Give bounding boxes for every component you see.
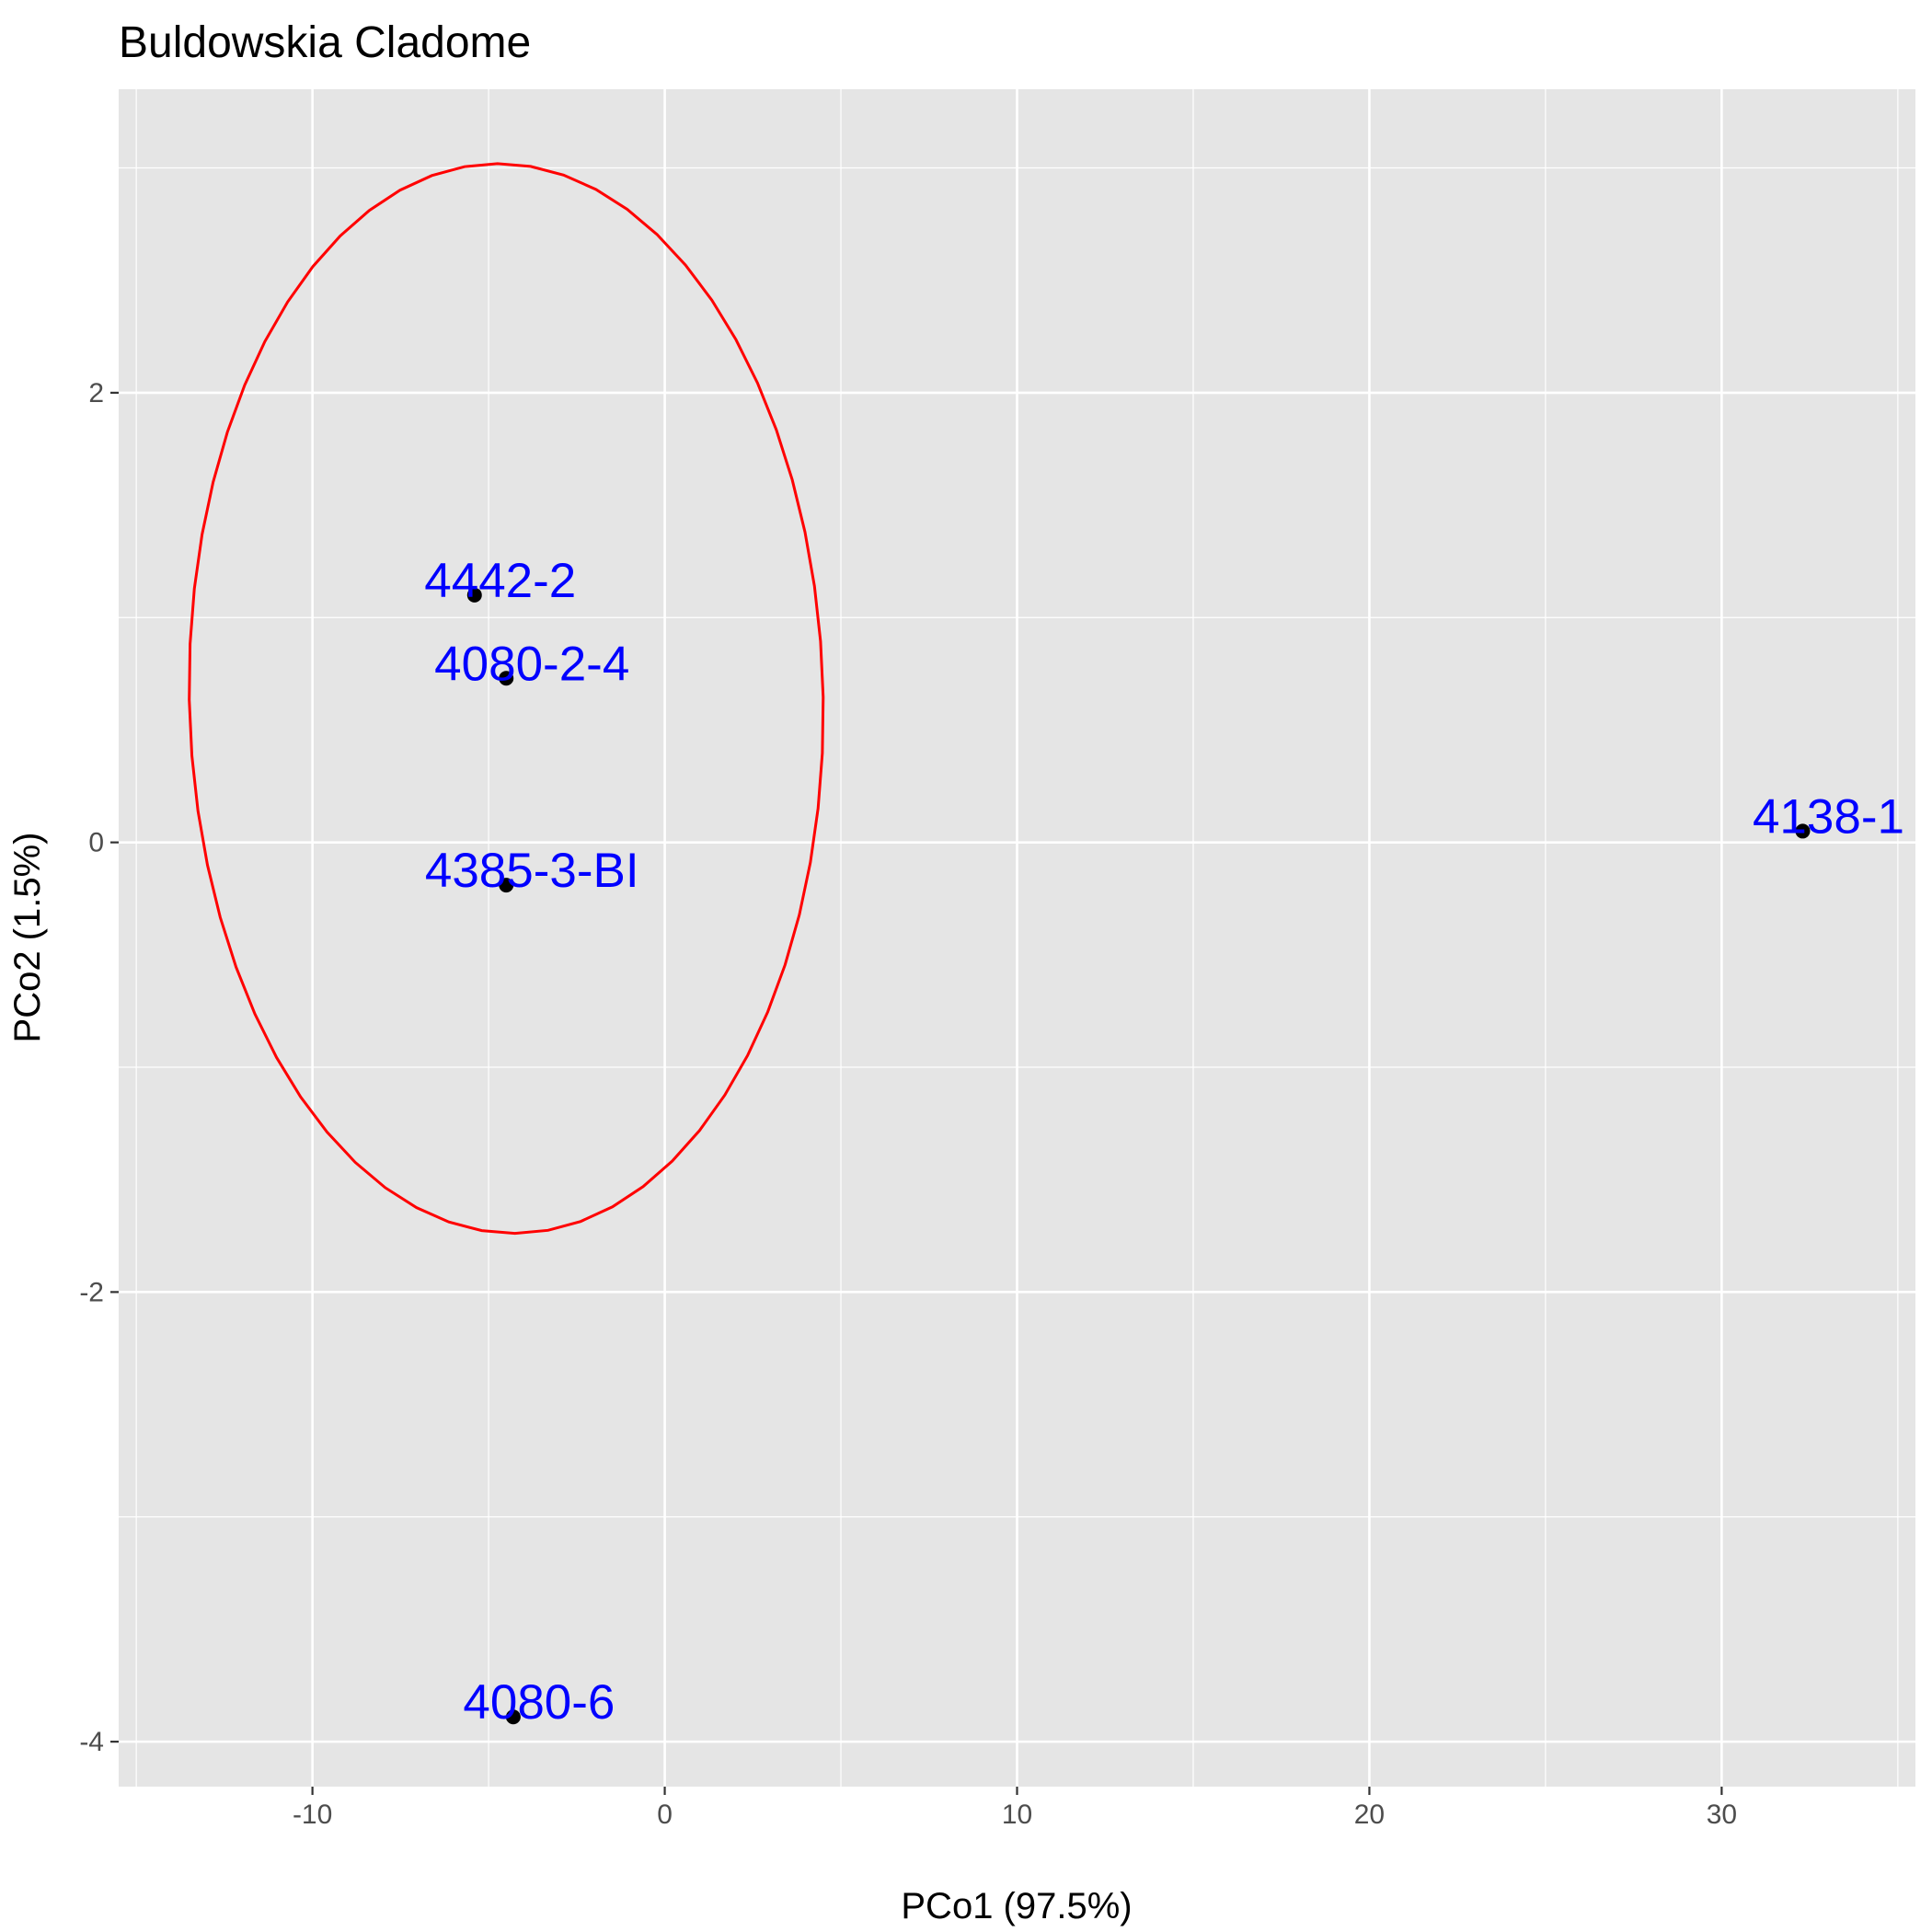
x-axis-title: PCo1 (97.5%): [901, 1886, 1132, 1926]
y-tick-label: -4: [79, 1727, 104, 1757]
x-tick-label: 20: [1354, 1800, 1385, 1830]
point-label: 4080-2-4: [434, 637, 629, 691]
data-point: [1795, 823, 1811, 839]
x-tick-label: 0: [657, 1800, 673, 1830]
data-point: [499, 671, 514, 686]
data-points: [466, 587, 1811, 1725]
point-label: 4385-3-BI: [425, 844, 639, 898]
x-axis: -10 0 10 20 30: [293, 1787, 1737, 1830]
x-tick-label: 30: [1707, 1800, 1737, 1830]
y-axis: -4 -2 0 2: [79, 378, 119, 1757]
y-tick-label: 0: [88, 828, 104, 858]
point-labels: 4442-2 4080-2-4 4385-3-BI 4138-1 4080-6: [424, 554, 1904, 1730]
x-tick-label: -10: [293, 1800, 332, 1830]
major-grid: [119, 89, 1915, 1787]
point-label: 4080-6: [463, 1675, 615, 1730]
data-point: [499, 878, 514, 893]
x-tick-label: 10: [1002, 1800, 1032, 1830]
point-label: 4442-2: [424, 554, 576, 608]
point-label: 4138-1: [1753, 789, 1904, 844]
data-point: [466, 587, 482, 603]
y-axis-title: PCo2 (1.5%): [7, 833, 48, 1043]
data-point: [505, 1709, 521, 1725]
y-tick-label: 2: [88, 378, 104, 408]
confidence-ellipse: [188, 162, 825, 1236]
y-tick-label: -2: [79, 1277, 104, 1307]
chart-title: Buldowskia Cladome: [119, 18, 531, 67]
